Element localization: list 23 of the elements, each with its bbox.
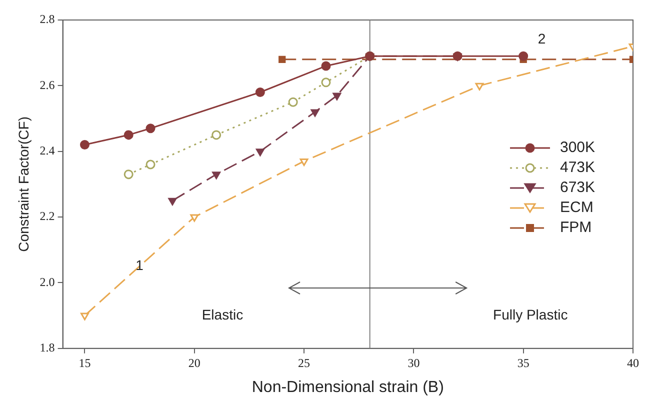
legend-label: FPM — [560, 218, 592, 238]
legend-label: 300K — [560, 138, 596, 158]
annotation: Fully Plastic — [493, 306, 568, 322]
x-tick-label: 15 — [78, 356, 91, 370]
y-tick-label: 2.2 — [40, 209, 55, 224]
y-tick-label: 2.4 — [40, 144, 55, 158]
x-tick-label: 30 — [408, 356, 420, 370]
x-tick-label: 40 — [627, 356, 639, 370]
legend-label: 473K — [560, 158, 596, 178]
annotation: 1 — [136, 257, 144, 274]
legend-label: 673K — [560, 178, 596, 198]
y-tick-label: 2.8 — [40, 12, 55, 26]
x-tick-label: 25 — [298, 356, 310, 370]
x-tick-label: 35 — [517, 356, 530, 370]
y-tick-label: 2.6 — [40, 78, 55, 92]
x-tick-label: 20 — [188, 356, 200, 370]
y-tick-label: 2.0 — [40, 274, 55, 289]
legend-label: ECM — [560, 198, 594, 218]
x-axis-title: Non-Dimensional strain (B) — [252, 378, 444, 396]
annotation: Elastic — [202, 306, 244, 322]
y-axis-title: Constraint Factor(CF) — [15, 116, 32, 252]
annotation: 2 — [538, 30, 546, 47]
y-tick-label: 1.8 — [40, 340, 55, 355]
